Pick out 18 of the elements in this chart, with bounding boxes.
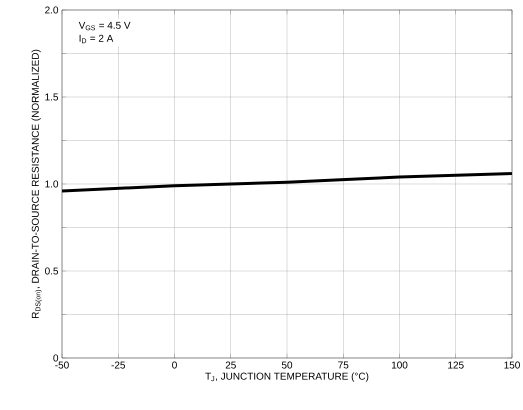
y-tick-label: 1.0 xyxy=(45,180,58,188)
x-tick-label: -25 xyxy=(111,362,126,369)
y-axis-title: R$_{DS(on)}$, DRAIN-TO-SOURCE RESISTANCE (NORMALIZED) xyxy=(32,50,42,318)
x-tick-label: -50 xyxy=(55,362,69,369)
annotation: I$_{D}$ = 2 A xyxy=(80,34,114,44)
y-tick-label: 2.0 xyxy=(45,6,58,14)
x-tick-label: 125 xyxy=(448,362,464,369)
x-tick-label: 75 xyxy=(338,362,348,368)
x-tick-label: 150 xyxy=(504,362,520,369)
x-tick-label: 0 xyxy=(172,362,177,369)
x-axis-title: T$_{J}$, JUNCTION TEMPERATURE (°C) xyxy=(205,372,368,382)
y-tick-label: 0.5 xyxy=(45,267,58,275)
x-tick-label: 50 xyxy=(282,362,292,369)
annotation: V$_{GS}$ = 4.5 V xyxy=(78,22,130,30)
x-tick-label: 25 xyxy=(226,362,236,369)
y-tick-label: 1.5 xyxy=(45,94,58,100)
y-tick-label: 0 xyxy=(53,354,58,362)
x-tick-label: 100 xyxy=(392,362,408,369)
